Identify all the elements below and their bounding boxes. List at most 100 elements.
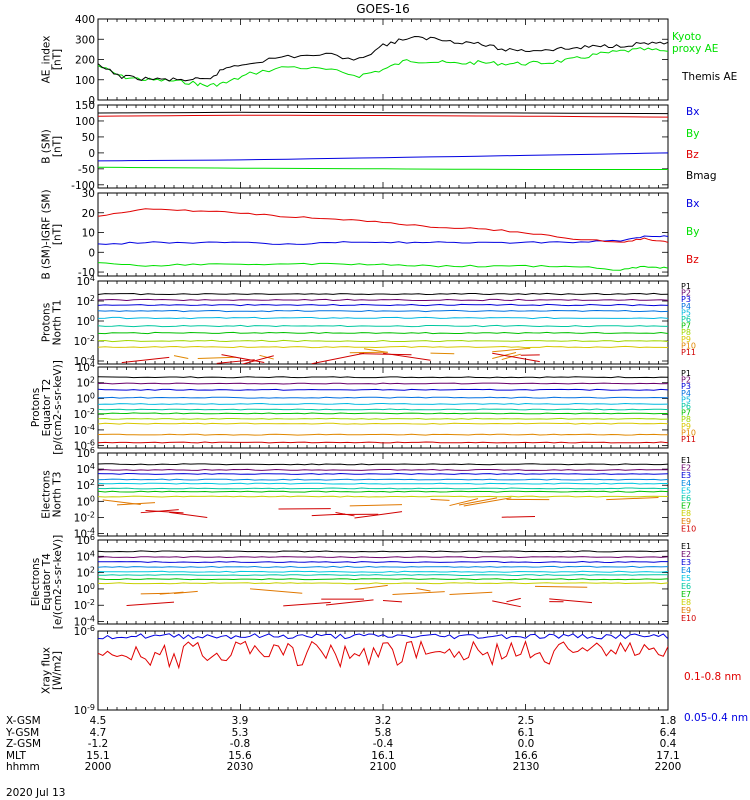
legend-label: E5 <box>681 574 691 583</box>
series-segment-e10 <box>354 511 403 519</box>
series-line-e6 <box>98 487 668 490</box>
y-tick-label: 102 <box>77 294 95 308</box>
legend-label: P10 <box>681 341 696 350</box>
series-segment-e9 <box>463 497 512 507</box>
series-segment-e9 <box>392 591 445 595</box>
series-segment-e9 <box>102 499 141 506</box>
panel-3: -10 0 10 20 30 B (SM)-IGRF (SM)[nT] Bx By Bz <box>41 188 700 280</box>
series-line-e8 <box>98 582 668 585</box>
legend-label: proxy AE <box>672 43 718 55</box>
y-axis-label: ElectronsNorth T3 <box>41 470 64 519</box>
series-segment-p10 <box>197 356 236 360</box>
legend-label: P8 <box>681 328 691 337</box>
legend-label: P9 <box>681 335 691 344</box>
series-segment-e10 <box>501 516 536 518</box>
series-segment-e10 <box>311 513 346 517</box>
y-tick-label: 200 <box>75 55 95 67</box>
series-line-bmag <box>98 111 668 115</box>
y-tick-label: -50 <box>78 164 95 176</box>
series-segment-p11 <box>221 354 265 364</box>
panel-4: 10-4 10-2 100 102 104 ProtonsNorth T1 P1P2P3P4… <box>41 274 697 368</box>
series-line-p2 <box>98 382 668 385</box>
y-tick-label: 100 <box>77 582 95 596</box>
series-line-e4 <box>98 478 668 481</box>
legend-label: P1 <box>681 369 691 378</box>
y-tick-label: 10-4 <box>74 354 95 368</box>
legend-label: E1 <box>681 542 691 551</box>
series-line-e7 <box>98 578 668 581</box>
legend-label: E4 <box>681 566 691 575</box>
series-segment-p11 <box>492 352 540 363</box>
panel-frame <box>97 366 669 449</box>
series-segment-e10 <box>492 600 521 608</box>
legend-label: P3 <box>681 382 691 391</box>
legend-label: E2 <box>681 464 691 473</box>
panel-frame <box>97 18 669 101</box>
series-segment-e10 <box>382 600 403 603</box>
series-line-p6 <box>98 324 668 328</box>
y-tick-label: 0 <box>88 148 95 160</box>
legend-label: E4 <box>681 479 691 488</box>
series-line-e3 <box>98 560 668 564</box>
series-segment-e10 <box>145 509 184 514</box>
legend-label: P8 <box>681 415 691 424</box>
series-line-e4 <box>98 565 668 568</box>
series-line-p3 <box>98 303 668 307</box>
y-tick-label: -100 <box>71 180 95 192</box>
series-segment-e10 <box>283 601 331 607</box>
series-line-p9 <box>98 345 668 349</box>
legend-label: P7 <box>681 322 691 331</box>
series-line-p1 <box>98 292 668 296</box>
series-line-p7 <box>98 412 668 415</box>
legend-label: E6 <box>681 494 691 503</box>
legend-label: 0.1-0.8 nm <box>684 671 741 683</box>
series-line-e2 <box>98 556 668 559</box>
series-segment-e9 <box>449 498 479 507</box>
series-segment-p11 <box>382 352 431 361</box>
series-line-p11 <box>98 441 668 444</box>
series-line-e5 <box>98 570 668 573</box>
panel-frame <box>97 539 669 625</box>
y-tick-label: 10-6 <box>74 624 95 638</box>
series-segment-p11 <box>216 359 255 364</box>
legend-label: P7 <box>681 409 691 418</box>
legend-label: P6 <box>681 315 691 324</box>
legend-label: 0.05-0.4 nm <box>684 712 748 724</box>
legend-label: E10 <box>681 614 696 623</box>
series-segment-e9 <box>173 590 198 595</box>
legend-label: Bz <box>686 254 699 266</box>
y-tick-label: 100 <box>77 314 95 328</box>
y-tick-label: 100 <box>75 75 95 87</box>
y-tick-label: 10-2 <box>74 598 95 612</box>
y-axis-label: Xray flux[W/m2] <box>41 647 64 694</box>
series-line-themis-ae <box>98 35 668 82</box>
y-tick-label: 10-6 <box>74 439 95 453</box>
series-line-p10 <box>98 433 668 436</box>
y-tick-label: 150 <box>75 100 95 112</box>
y-tick-label: 30 <box>82 188 95 200</box>
series-segment-p10 <box>173 355 189 360</box>
y-tick-label: 106 <box>77 533 95 547</box>
series-line-e8 <box>98 495 668 498</box>
series-segment-p10 <box>430 352 455 355</box>
y-tick-label: 20 <box>82 208 95 220</box>
legend-label: By <box>686 226 699 238</box>
plot-title: GOES-16 <box>356 2 410 16</box>
y-tick-label: 10-9 <box>74 703 95 717</box>
y-tick-label: 100 <box>77 391 95 405</box>
y-tick-label: 300 <box>75 34 95 46</box>
y-tick-label: 50 <box>82 132 95 144</box>
series-segment-e9 <box>349 504 403 507</box>
legend-label: P1 <box>681 282 691 291</box>
series-segment-e10 <box>169 511 208 519</box>
series-line-p7 <box>98 331 668 335</box>
y-tick-label: 104 <box>77 549 95 563</box>
y-tick-label: 10-4 <box>74 615 95 629</box>
legend-label: E9 <box>681 606 691 615</box>
legend-label: P11 <box>681 348 696 357</box>
series-segment-e9 <box>458 497 498 506</box>
series-line-p4 <box>98 396 668 399</box>
